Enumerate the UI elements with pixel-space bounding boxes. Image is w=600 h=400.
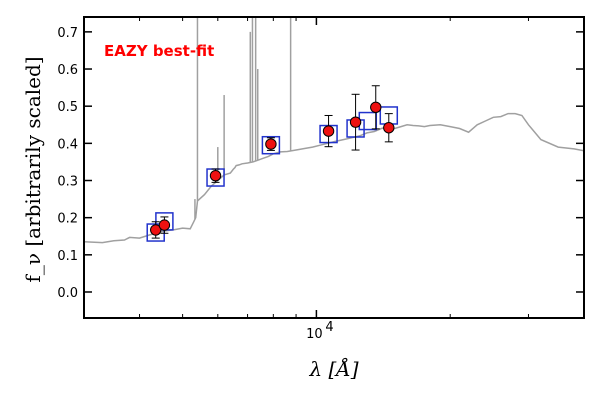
plot-area xyxy=(84,17,584,244)
y-axis-label: f_ν [arbitrarily scaled] xyxy=(21,56,45,282)
observed-point xyxy=(158,219,171,231)
x-tick-labels: 10 4 xyxy=(306,320,334,342)
y-tick-label: 0.7 xyxy=(57,26,78,41)
y-tick-labels: 0.0 0.1 0.2 0.3 0.4 0.5 0.6 0.7 xyxy=(57,26,78,301)
template-spectrum xyxy=(84,112,584,244)
y-tick-label: 0.2 xyxy=(57,212,78,227)
model-flux-box xyxy=(261,135,281,155)
y-tick-label: 0.1 xyxy=(57,249,78,264)
x-tick-label: 10 xyxy=(306,327,323,342)
observed-point xyxy=(370,101,382,114)
y-tick-label: 0.6 xyxy=(57,63,78,78)
x-tick-label-exponent: 4 xyxy=(325,320,333,335)
y-tick-label: 0.4 xyxy=(57,137,78,152)
observed-point xyxy=(150,224,162,236)
plot-frame xyxy=(83,16,585,319)
observed-point xyxy=(349,116,362,128)
y-tick-label: 0.3 xyxy=(57,175,78,190)
x-axis-label: λ [Å] xyxy=(308,356,358,381)
y-tick-label: 0.5 xyxy=(57,100,78,115)
observed-point xyxy=(322,125,335,137)
model-flux-box xyxy=(358,111,378,131)
axis-ticks xyxy=(84,17,584,318)
observed-point xyxy=(265,138,277,150)
y-tick-label: 0.0 xyxy=(57,286,78,301)
fit-annotation: EAZY best-fit xyxy=(104,42,214,60)
observed-point xyxy=(209,169,222,182)
observed-point xyxy=(383,122,395,134)
